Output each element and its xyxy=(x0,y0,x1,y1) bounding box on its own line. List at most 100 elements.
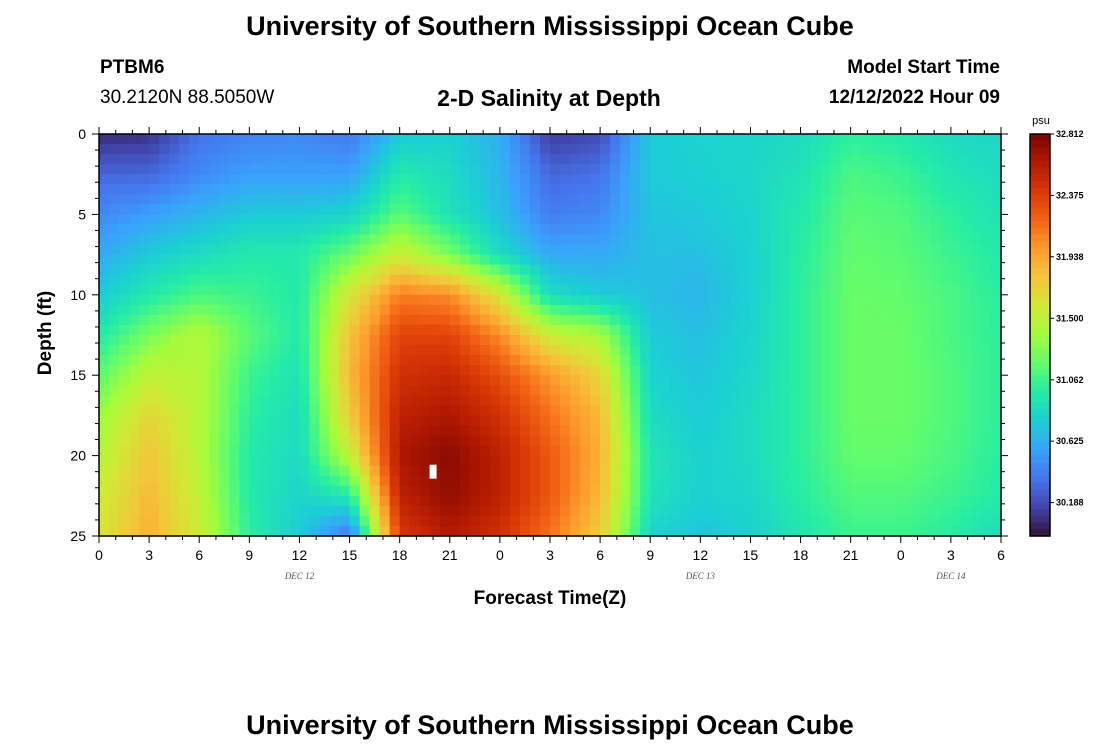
heatmap-cell xyxy=(640,234,651,246)
heatmap-cell xyxy=(750,214,762,226)
heatmap-cell xyxy=(459,264,471,276)
heatmap-cell xyxy=(830,254,842,266)
heatmap-cell xyxy=(219,515,230,527)
heatmap-cell xyxy=(359,214,371,226)
heatmap-cell xyxy=(439,375,451,386)
heatmap-cell xyxy=(730,375,742,386)
heatmap-cell xyxy=(189,365,200,376)
heatmap-cell xyxy=(149,254,160,266)
heatmap-cell xyxy=(880,174,892,185)
heatmap-cell xyxy=(139,314,150,326)
heatmap-cell xyxy=(920,144,932,155)
heatmap-cell xyxy=(469,435,481,447)
heatmap-cell xyxy=(930,134,942,145)
heatmap-cell xyxy=(870,345,882,356)
heatmap-cell xyxy=(279,355,291,366)
heatmap-cell xyxy=(800,194,812,205)
heatmap-cell xyxy=(199,314,210,326)
heatmap-cell xyxy=(620,465,631,477)
heatmap-cell xyxy=(179,154,190,165)
heatmap-cell xyxy=(189,515,200,527)
heatmap-cell xyxy=(760,385,772,396)
heatmap-cell xyxy=(419,214,431,226)
heatmap-cell xyxy=(449,445,461,457)
heatmap-cell xyxy=(820,274,832,286)
heatmap-cell xyxy=(820,355,832,366)
heatmap-cell xyxy=(710,154,721,165)
heatmap-cell xyxy=(760,345,772,356)
heatmap-cell xyxy=(309,345,321,356)
heatmap-cell xyxy=(389,144,401,155)
heatmap-cell xyxy=(309,395,321,406)
heatmap-cell xyxy=(489,174,501,185)
heatmap-cell xyxy=(419,254,431,266)
heatmap-cell xyxy=(509,154,521,165)
heatmap-cell xyxy=(99,154,110,165)
heatmap-cell xyxy=(880,475,892,487)
heatmap-cell xyxy=(660,465,671,477)
heatmap-cell xyxy=(189,415,200,427)
heatmap-cell xyxy=(479,415,491,427)
heatmap-cell xyxy=(880,425,892,437)
heatmap-cell xyxy=(279,395,291,406)
heatmap-cell xyxy=(239,214,250,226)
heatmap-cell xyxy=(299,375,311,386)
heatmap-cell xyxy=(199,144,210,155)
heatmap-cell xyxy=(980,284,992,296)
heatmap-cell xyxy=(750,154,762,165)
colorbar-segment xyxy=(1030,247,1050,256)
heatmap-cell xyxy=(229,154,240,165)
heatmap-cell xyxy=(970,194,982,205)
heatmap-cell xyxy=(269,304,280,316)
heatmap-cell xyxy=(760,455,772,467)
heatmap-cell xyxy=(810,204,822,215)
heatmap-cell xyxy=(850,435,862,447)
colorbar-segment xyxy=(1030,495,1050,504)
heatmap-cell xyxy=(159,274,170,286)
colorbar-segment xyxy=(1030,160,1050,169)
heatmap-cell xyxy=(359,294,371,306)
heatmap-cell xyxy=(810,495,822,507)
heatmap-cell xyxy=(309,184,321,195)
heatmap-cell xyxy=(930,214,942,226)
heatmap-cell xyxy=(800,254,812,266)
heatmap-cell xyxy=(249,335,260,346)
heatmap-cell xyxy=(860,495,872,507)
heatmap-cell xyxy=(239,134,250,145)
heatmap-cell xyxy=(509,184,521,195)
heatmap-cell xyxy=(690,405,701,416)
heatmap-cell xyxy=(529,425,541,437)
heatmap-cell xyxy=(850,365,862,376)
heatmap-cell xyxy=(319,525,331,537)
heatmap-cell xyxy=(199,284,210,296)
heatmap-cell xyxy=(740,274,752,286)
heatmap-cell xyxy=(680,254,691,266)
heatmap-cell xyxy=(479,314,491,326)
heatmap-cell xyxy=(660,405,671,416)
heatmap-cell xyxy=(930,204,942,215)
heatmap-cell xyxy=(309,214,321,226)
heatmap-cell xyxy=(670,134,681,145)
heatmap-cell xyxy=(229,324,240,336)
heatmap-cell xyxy=(960,465,972,477)
heatmap-cell xyxy=(499,154,511,165)
heatmap-cell xyxy=(550,385,561,396)
heatmap-cell xyxy=(339,204,351,215)
heatmap-cell xyxy=(299,505,311,517)
heatmap-cell xyxy=(910,234,922,246)
heatmap-cell xyxy=(600,495,611,507)
heatmap-cell xyxy=(449,385,461,396)
colorbar-segment xyxy=(1030,422,1050,430)
heatmap-cell xyxy=(169,375,180,386)
heatmap-cell xyxy=(590,455,601,467)
heatmap-cell xyxy=(720,405,731,416)
heatmap-cell xyxy=(169,284,180,296)
heatmap-cell xyxy=(700,314,711,326)
heatmap-cell xyxy=(910,154,922,165)
heatmap-cell xyxy=(99,505,110,517)
heatmap-cell xyxy=(439,204,451,215)
heatmap-cell xyxy=(990,435,1002,447)
heatmap-cell xyxy=(229,274,240,286)
heatmap-cell xyxy=(299,425,311,437)
heatmap-cell xyxy=(800,395,812,406)
